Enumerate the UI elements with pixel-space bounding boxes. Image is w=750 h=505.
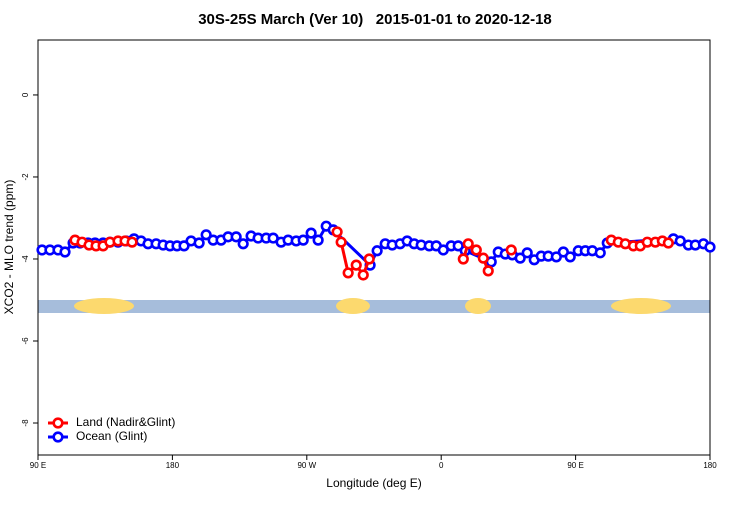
data-point — [297, 234, 309, 246]
data-point — [335, 236, 347, 248]
legend-marker — [52, 431, 64, 443]
x-tick-label: 90 W — [297, 461, 316, 470]
data-point — [305, 227, 317, 239]
land-region — [336, 298, 370, 314]
data-point — [371, 245, 383, 257]
x-axis-label: Longitude (deg E) — [326, 476, 421, 490]
legend-label: Ocean (Glint) — [76, 429, 147, 443]
data-point — [342, 267, 354, 279]
x-tick-label: 180 — [166, 461, 180, 470]
data-point — [312, 234, 324, 246]
y-tick-label: -8 — [21, 419, 30, 427]
y-tick-label: -2 — [21, 173, 30, 181]
data-point — [178, 240, 190, 252]
data-point — [505, 244, 517, 256]
land-region — [611, 298, 671, 314]
data-point — [200, 229, 212, 241]
legend-label: Land (Nadir&Glint) — [76, 415, 175, 429]
data-point — [357, 269, 369, 281]
data-point — [59, 246, 71, 258]
data-point — [462, 238, 474, 250]
data-point — [457, 253, 469, 265]
data-point — [594, 247, 606, 259]
chart-title: 30S-25S March (Ver 10) 2015-01-01 to 202… — [198, 11, 552, 28]
data-point — [126, 236, 138, 248]
y-tick-label: -6 — [21, 337, 30, 345]
data-point — [521, 247, 533, 259]
data-point — [237, 238, 249, 250]
land-region — [74, 298, 134, 314]
data-point — [564, 251, 576, 263]
data-point — [230, 231, 242, 243]
y-axis-label: XCO2 - MLO trend (ppm) — [2, 180, 16, 315]
data-point — [514, 252, 526, 264]
legend-marker — [52, 417, 64, 429]
surface-band — [38, 300, 710, 313]
data-point — [350, 259, 362, 271]
data-point — [452, 240, 464, 252]
data-point — [662, 237, 674, 249]
y-tick-label: -4 — [21, 255, 30, 263]
data-point — [363, 253, 375, 265]
x-tick-label: 0 — [439, 461, 444, 470]
x-tick-label: 90 E — [567, 461, 583, 470]
data-point — [550, 251, 562, 263]
land-region — [465, 298, 491, 314]
x-tick-label: 90 E — [30, 461, 46, 470]
data-point — [477, 252, 489, 264]
data-point — [193, 237, 205, 249]
data-point — [470, 244, 482, 256]
data-point — [704, 241, 716, 253]
x-tick-label: 180 — [703, 461, 717, 470]
data-point — [482, 265, 494, 277]
data-point — [331, 226, 343, 238]
y-tick-label: 0 — [21, 92, 30, 97]
